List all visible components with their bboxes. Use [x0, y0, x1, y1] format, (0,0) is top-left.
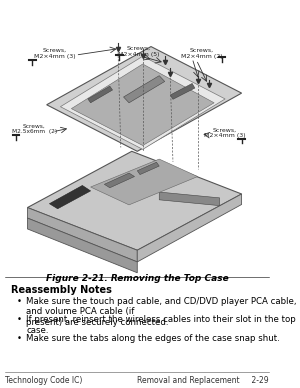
Text: Screws,
M2.5x6mm  (2): Screws, M2.5x6mm (2)	[12, 123, 57, 134]
Text: Screws,
M2×4mm (5): Screws, M2×4mm (5)	[118, 46, 159, 57]
Polygon shape	[60, 56, 225, 149]
Text: Screws,
M2×4mm (3): Screws, M2×4mm (3)	[204, 127, 246, 138]
Polygon shape	[28, 218, 137, 273]
Polygon shape	[170, 83, 195, 99]
Text: •: •	[16, 297, 22, 306]
Text: Technology Code IC): Technology Code IC)	[5, 376, 83, 385]
Polygon shape	[88, 86, 112, 103]
Polygon shape	[28, 151, 242, 250]
Text: Screws,
M2×4mm (3): Screws, M2×4mm (3)	[34, 48, 76, 59]
Text: Make sure the tabs along the edges of the case snap shut.: Make sure the tabs along the edges of th…	[26, 334, 280, 343]
Polygon shape	[28, 208, 137, 262]
Polygon shape	[47, 47, 242, 151]
Text: Reassembly Notes: Reassembly Notes	[11, 285, 112, 295]
Text: Screws,
M2×4mm (2): Screws, M2×4mm (2)	[181, 48, 223, 59]
Text: Removal and Replacement     2-29: Removal and Replacement 2-29	[137, 376, 269, 385]
Polygon shape	[124, 76, 165, 103]
Polygon shape	[104, 173, 134, 188]
Text: Make sure the touch pad cable, and CD/DVD player PCA cable, and volume PCA cable: Make sure the touch pad cable, and CD/DV…	[26, 297, 297, 327]
Polygon shape	[137, 162, 159, 175]
Text: •: •	[16, 334, 22, 343]
Text: If present, reinsert the wireless cables into their slot in the top case.: If present, reinsert the wireless cables…	[26, 315, 296, 335]
Polygon shape	[159, 192, 220, 206]
Polygon shape	[71, 64, 214, 146]
Text: •: •	[16, 315, 22, 324]
Polygon shape	[50, 185, 91, 209]
Polygon shape	[91, 159, 198, 205]
Polygon shape	[137, 194, 242, 262]
Text: Figure 2-21. Removing the Top Case: Figure 2-21. Removing the Top Case	[46, 274, 229, 282]
